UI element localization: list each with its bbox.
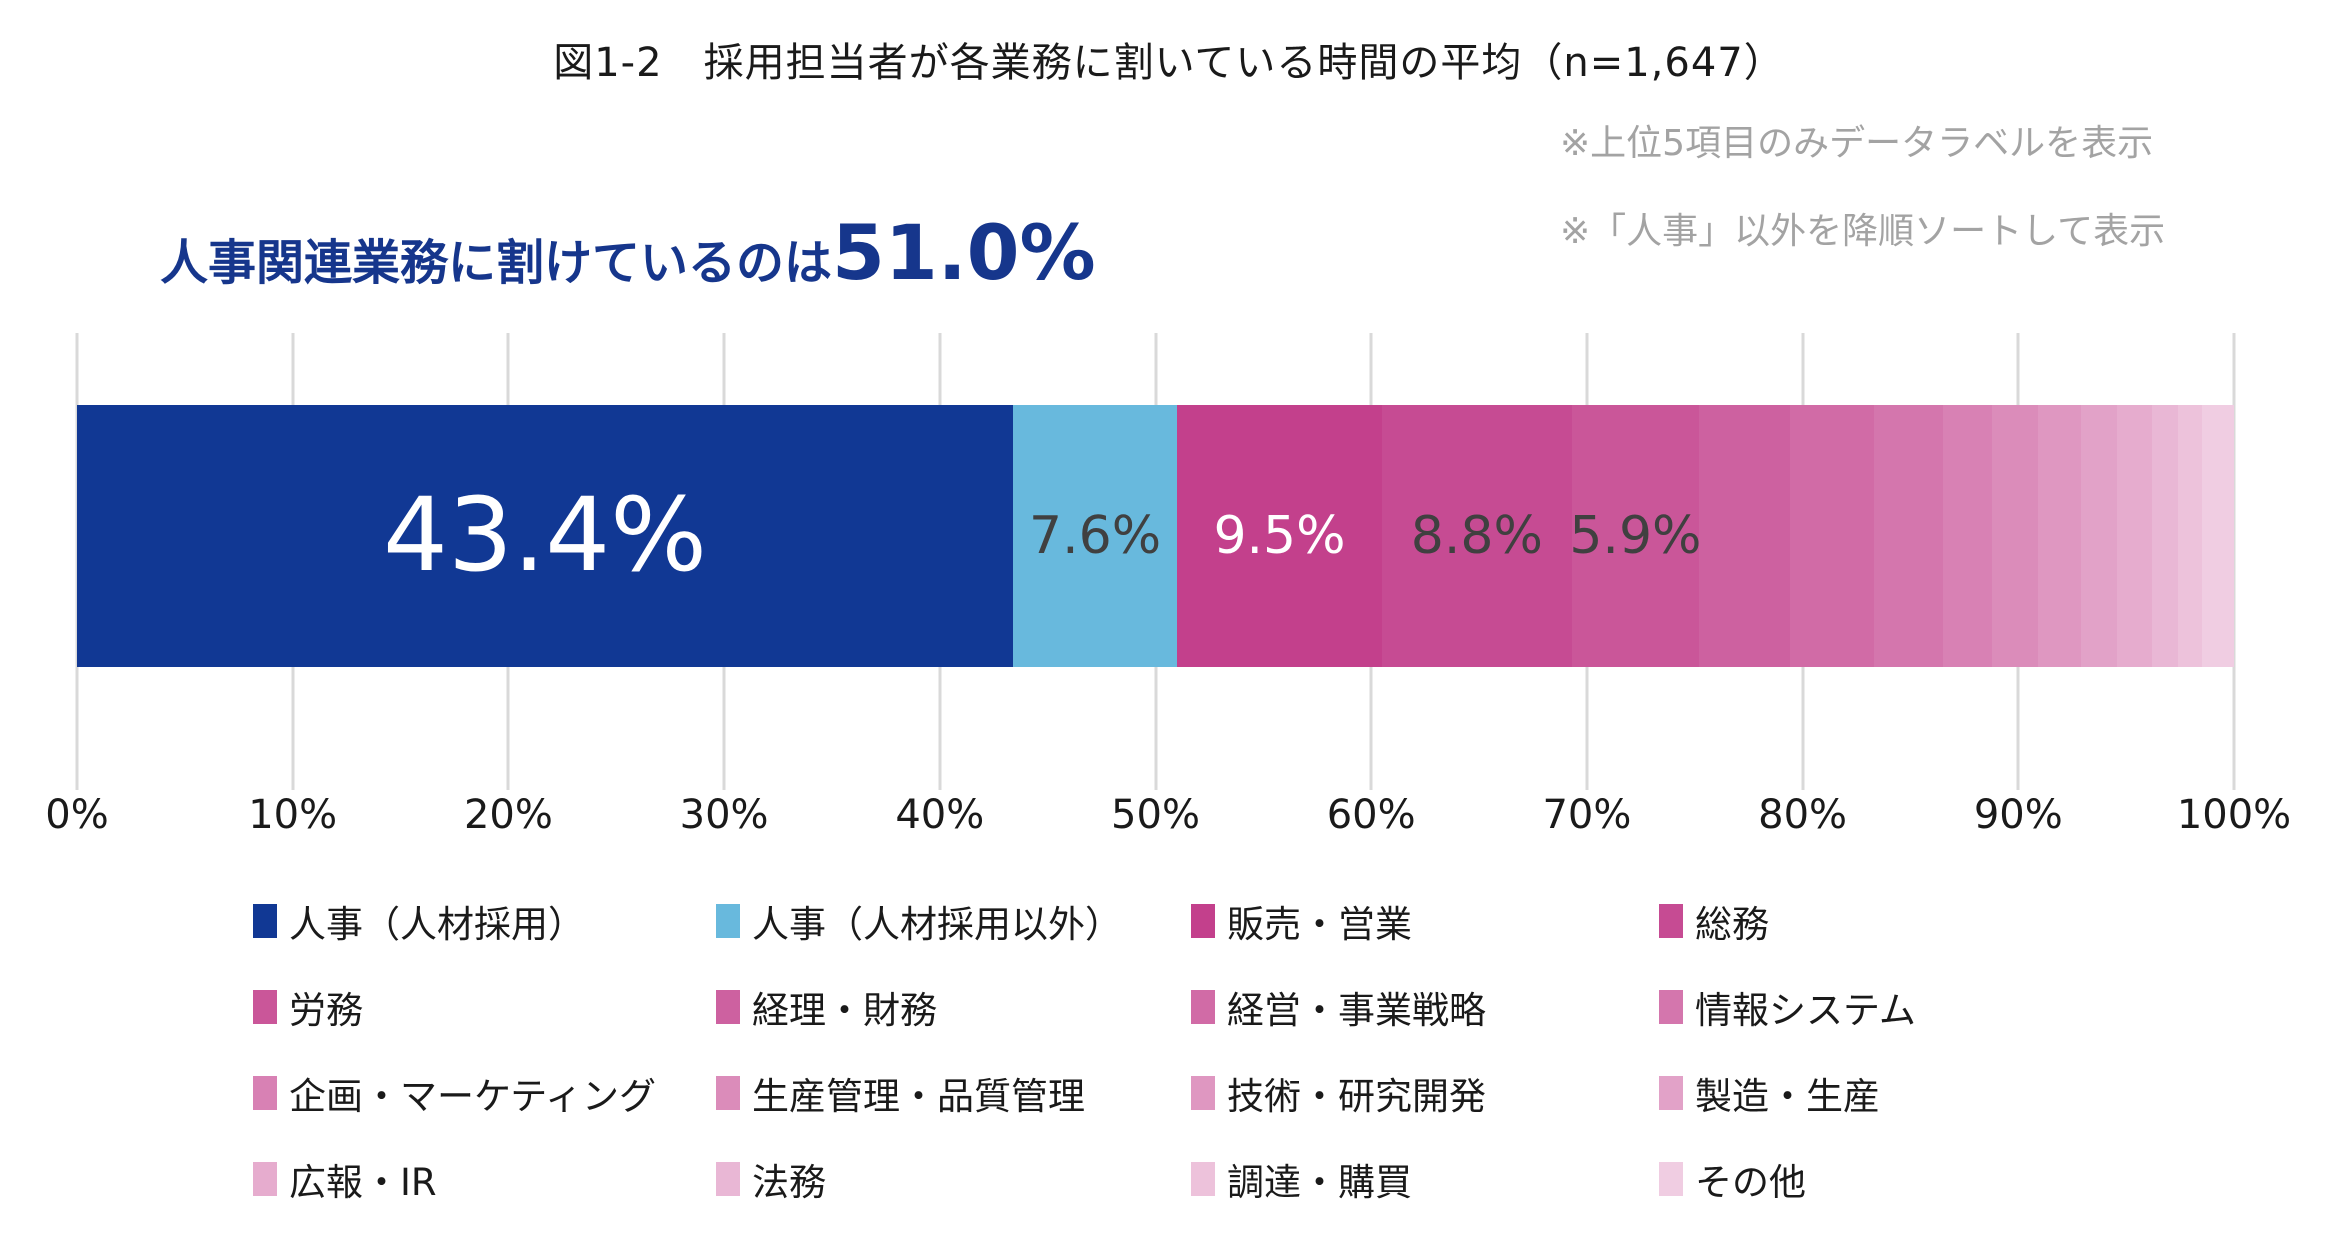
- bar-segment: 8.8%: [1381, 405, 1572, 667]
- legend-item: 販売・営業: [1191, 894, 1659, 948]
- legend-marker: [716, 904, 740, 938]
- stacked-bar: 43.4% 7.6% 9.5% 8.8% 5.9%: [77, 405, 2234, 667]
- legend-label: 総務: [1695, 903, 1769, 946]
- bar-segment: [2117, 405, 2152, 667]
- chart-title: 図1-2 採用担当者が各業務に割いている時間の平均（n=1,647）: [553, 40, 1785, 86]
- legend-marker: [716, 990, 740, 1024]
- legend-marker: [1659, 1162, 1683, 1196]
- bar-segment: [2177, 405, 2202, 667]
- x-tick-label: 60%: [1326, 792, 1416, 838]
- headline-value: 51.0%: [832, 208, 1096, 297]
- legend-item: 情報システム: [1659, 980, 1916, 1034]
- chart-note-top5: ※上位5項目のみデータラベルを表示: [1560, 123, 2154, 164]
- chart-note-sort: ※「人事」以外を降順ソートして表示: [1560, 211, 2166, 252]
- legend-item: 企画・マーケティング: [253, 1066, 716, 1120]
- x-tick-label: 20%: [463, 792, 553, 838]
- legend-item: その他: [1659, 1152, 1916, 1206]
- legend-label: 人事（人材採用以外）: [752, 903, 1122, 946]
- legend-item: 製造・生産: [1659, 1066, 1916, 1120]
- legend-item: 調達・購買: [1191, 1152, 1659, 1206]
- legend-label: 調達・購買: [1227, 1161, 1412, 1204]
- bar-segment: 43.4%: [77, 405, 1014, 667]
- legend-label: 技術・研究開発: [1227, 1075, 1486, 1118]
- x-tick-label: 30%: [679, 792, 769, 838]
- legend-marker: [1191, 904, 1215, 938]
- legend-marker: [716, 1162, 740, 1196]
- bar-segment: [1942, 405, 1993, 667]
- legend-label: 情報システム: [1695, 989, 1916, 1032]
- bar-segment: [1789, 405, 1874, 667]
- legend-item: 総務: [1659, 894, 1916, 948]
- x-tick-label: 70%: [1542, 792, 1632, 838]
- legend-label: 経営・事業戦略: [1227, 989, 1486, 1032]
- bar-segment: [2080, 405, 2118, 667]
- bar-segment: [1873, 405, 1943, 667]
- legend-label: 販売・営業: [1227, 903, 1412, 946]
- legend: 人事（人材採用） 人事（人材採用以外） 販売・営業 総務労務 経理・財務 経営・事業戦略 情…: [253, 878, 1916, 1222]
- bar-segment: 9.5%: [1177, 405, 1382, 667]
- legend-label: 法務: [752, 1161, 826, 1204]
- x-tick-label: 10%: [248, 792, 338, 838]
- legend-item: 法務: [716, 1152, 1191, 1206]
- x-tick-label: 0%: [45, 792, 109, 838]
- gridline: [2232, 333, 2236, 790]
- bar-segment-label: 9.5%: [1213, 506, 1346, 566]
- legend-marker: [1191, 990, 1215, 1024]
- x-tick-label: 50%: [1111, 792, 1200, 838]
- legend-item: 人事（人材採用以外）: [716, 894, 1191, 948]
- legend-label: 労務: [289, 989, 363, 1032]
- legend-label: 生産管理・品質管理: [752, 1075, 1085, 1118]
- x-tick-label: 100%: [2176, 792, 2292, 838]
- legend-item: 技術・研究開発: [1191, 1066, 1659, 1120]
- legend-label: その他: [1695, 1161, 1806, 1204]
- x-tick-label: 40%: [895, 792, 985, 838]
- bar-segment: [2151, 405, 2178, 667]
- legend-item: 経理・財務: [716, 980, 1191, 1034]
- legend-marker: [1659, 1076, 1683, 1110]
- legend-marker: [253, 904, 277, 938]
- legend-item: 生産管理・品質管理: [716, 1066, 1191, 1120]
- bar-segment: [1992, 405, 2038, 667]
- legend-label: 企画・マーケティング: [289, 1075, 657, 1118]
- plot-area: 43.4% 7.6% 9.5% 8.8% 5.9%: [75, 333, 2236, 790]
- legend-marker: [253, 1076, 277, 1110]
- legend-label: 経理・財務: [752, 989, 937, 1032]
- legend-item: 労務: [253, 980, 716, 1034]
- bar-segment: [2037, 405, 2081, 667]
- bar-segment: [1699, 405, 1790, 667]
- bar-segment: [2201, 405, 2234, 667]
- x-axis: 0% 10% 20% 30% 40% 50% 60% 70% 80% 90% 100%: [45, 792, 2291, 852]
- legend-label: 広報・IR: [289, 1161, 437, 1204]
- bar-segment-label: 8.8%: [1410, 506, 1543, 566]
- bar-segment-label: 7.6%: [1029, 506, 1162, 566]
- bar-segment-label: 5.9%: [1569, 506, 1702, 566]
- legend-item: 人事（人材採用）: [253, 894, 716, 948]
- bar-segment-label: 43.4%: [383, 476, 708, 595]
- legend-item: 経営・事業戦略: [1191, 980, 1659, 1034]
- bar-segment: 5.9%: [1569, 405, 1702, 667]
- legend-marker: [253, 990, 277, 1024]
- legend-marker: [1659, 990, 1683, 1024]
- x-tick-label: 80%: [1758, 792, 1848, 838]
- headline: 人事関連業務に割けているのは51.0%: [160, 208, 1096, 297]
- legend-marker: [1191, 1162, 1215, 1196]
- headline-text: 人事関連業務に割けているのは: [160, 235, 833, 291]
- bar-segment: 7.6%: [1013, 405, 1178, 667]
- chart-notes: ※上位5項目のみデータラベルを表示 ※「人事」以外を降順ソートして表示: [1560, 100, 2165, 276]
- legend-item: 広報・IR: [253, 1152, 716, 1206]
- x-tick-label: 90%: [1973, 792, 2063, 838]
- legend-marker: [1659, 904, 1683, 938]
- legend-marker: [716, 1076, 740, 1110]
- legend-marker: [253, 1162, 277, 1196]
- legend-marker: [1191, 1076, 1215, 1110]
- legend-label: 人事（人材採用）: [289, 903, 585, 946]
- legend-label: 製造・生産: [1695, 1075, 1880, 1118]
